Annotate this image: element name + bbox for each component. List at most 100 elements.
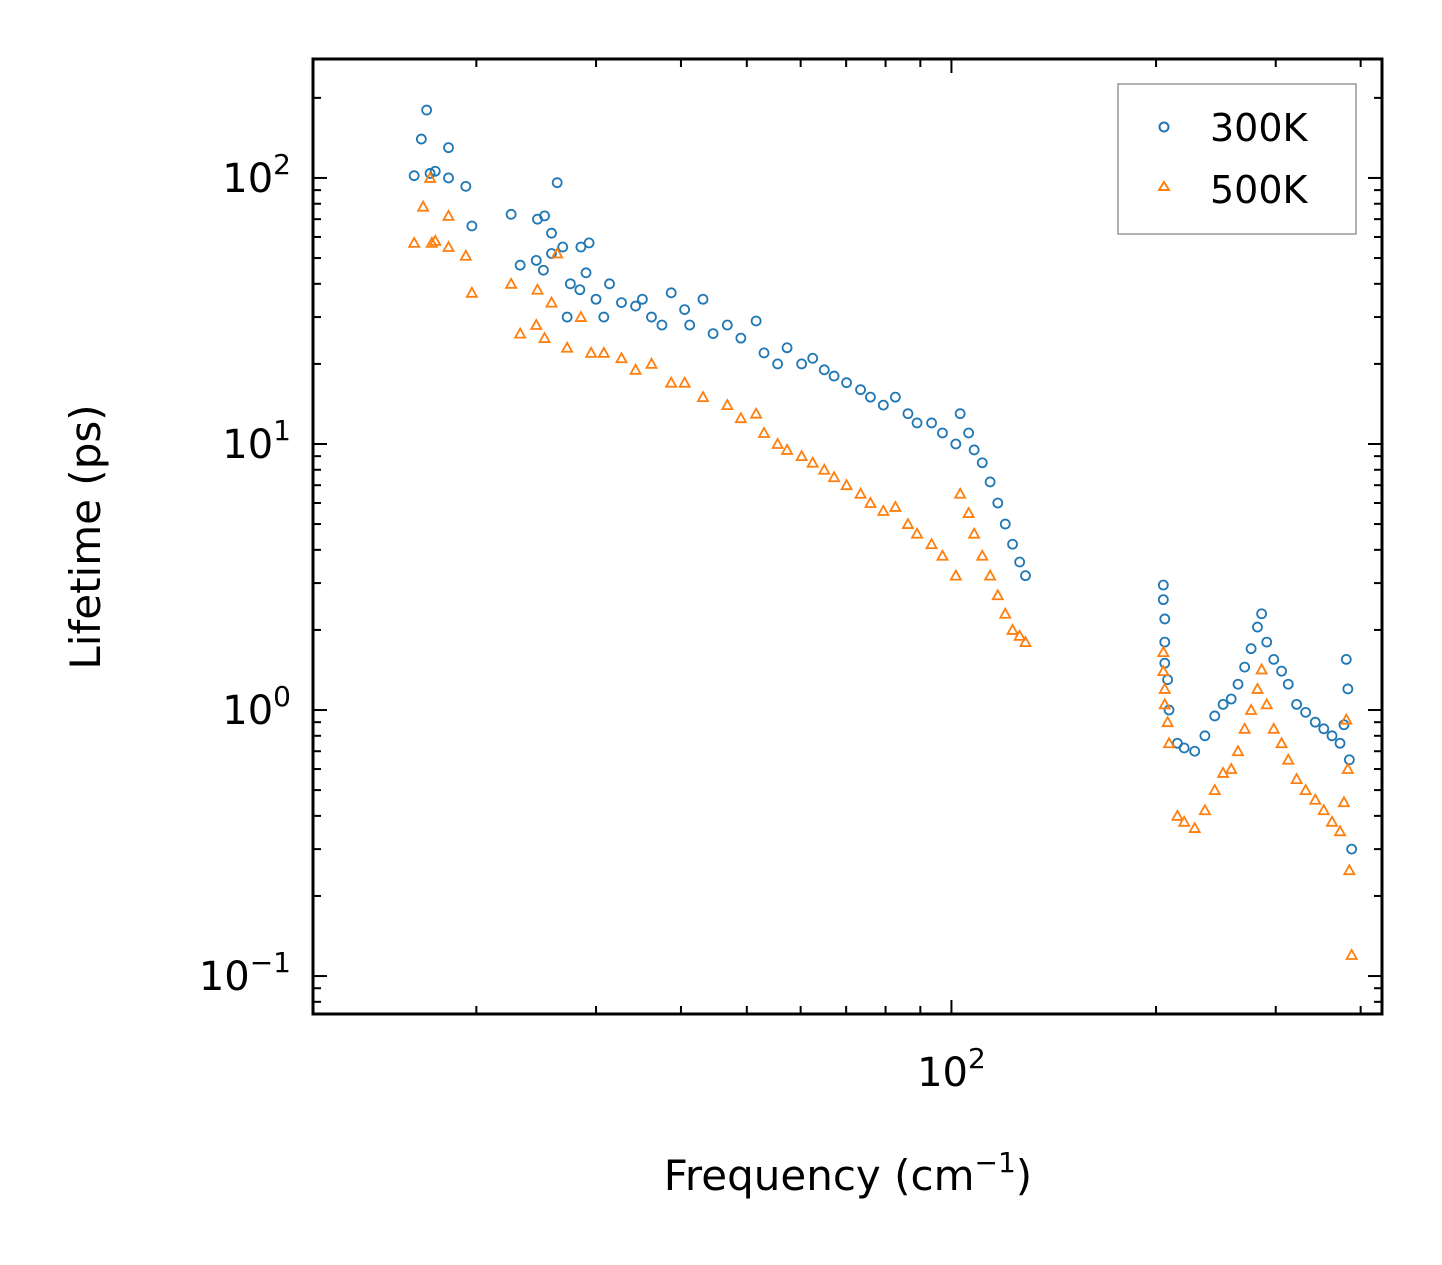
point-300k bbox=[424, 168, 436, 179]
point-300k bbox=[1343, 754, 1355, 766]
point-300k bbox=[1309, 716, 1321, 728]
x-axis-label-main: Frequency (cm bbox=[664, 1151, 975, 1200]
point-300k bbox=[1340, 653, 1352, 665]
point-500k bbox=[441, 209, 456, 221]
point-300k bbox=[646, 311, 657, 323]
point-500k bbox=[1341, 762, 1355, 774]
point-500k bbox=[863, 496, 877, 508]
point-300k bbox=[636, 293, 648, 305]
point-500k bbox=[1342, 863, 1356, 876]
point-300k bbox=[1318, 723, 1330, 735]
legend: 300K 500K bbox=[1117, 83, 1357, 235]
point-300k bbox=[1261, 636, 1273, 648]
point-500k bbox=[597, 346, 611, 358]
point-500k bbox=[1255, 662, 1269, 675]
point-300k bbox=[1157, 594, 1169, 606]
point-300k bbox=[580, 267, 592, 279]
point-500k bbox=[584, 346, 598, 358]
y-tick-label: 10−1 bbox=[199, 946, 291, 1000]
point-300k bbox=[1159, 636, 1171, 648]
point-500k bbox=[530, 282, 544, 295]
point-500k bbox=[1161, 715, 1175, 728]
point-500k bbox=[854, 486, 868, 499]
point-500k bbox=[1337, 795, 1351, 808]
point-500k bbox=[734, 411, 748, 424]
point-300k bbox=[460, 180, 472, 192]
point-500k bbox=[1281, 752, 1295, 765]
point-300k bbox=[950, 438, 962, 450]
legend-marker-300k bbox=[1158, 121, 1170, 133]
point-300k bbox=[968, 444, 980, 456]
point-300k bbox=[537, 264, 549, 276]
point-500k bbox=[910, 526, 924, 539]
point-300k bbox=[1199, 730, 1211, 742]
point-500k bbox=[1170, 809, 1184, 821]
point-300k bbox=[429, 165, 441, 177]
point-300k bbox=[1342, 683, 1354, 695]
point-300k bbox=[1252, 621, 1263, 633]
point-300k bbox=[598, 311, 610, 323]
point-300k bbox=[415, 133, 427, 145]
point-500k bbox=[1158, 697, 1172, 710]
point-300k bbox=[505, 208, 517, 220]
point-500k bbox=[1231, 744, 1245, 757]
point-300k bbox=[1189, 745, 1201, 757]
point-300k bbox=[1239, 661, 1251, 673]
point-500k bbox=[664, 375, 678, 388]
point-500k bbox=[441, 240, 456, 252]
point-300k bbox=[421, 104, 433, 116]
point-300k bbox=[1232, 678, 1244, 690]
point-300k bbox=[902, 408, 914, 420]
point-300k bbox=[583, 237, 595, 249]
point-300k bbox=[976, 457, 988, 469]
point-300k bbox=[574, 284, 586, 296]
point-300k bbox=[575, 241, 587, 253]
tick-labels: 102 101 100 10−1 102 bbox=[199, 148, 986, 1096]
point-300k bbox=[1268, 653, 1280, 665]
legend-box bbox=[1117, 83, 1357, 235]
point-500k bbox=[1156, 645, 1170, 658]
point-500k bbox=[1345, 948, 1359, 960]
point-300k bbox=[590, 293, 602, 305]
point-300k bbox=[551, 177, 563, 189]
point-300k bbox=[796, 358, 808, 370]
point-500k bbox=[991, 588, 1005, 601]
point-300k bbox=[992, 497, 1004, 509]
point-300k bbox=[1178, 742, 1190, 754]
point-300k bbox=[855, 384, 866, 396]
point-500k bbox=[407, 236, 421, 248]
x-axis-label-tail: ) bbox=[1016, 1151, 1032, 1200]
legend-marker-500k bbox=[1157, 180, 1171, 191]
point-300k bbox=[684, 319, 696, 331]
point-300k bbox=[865, 391, 876, 403]
series-300k bbox=[408, 104, 1358, 855]
point-300k bbox=[963, 427, 975, 439]
point-500k bbox=[901, 517, 915, 529]
point-300k bbox=[1217, 698, 1229, 710]
point-300k bbox=[564, 278, 576, 290]
point-300k bbox=[758, 347, 770, 359]
point-500k bbox=[1156, 664, 1170, 677]
point-500k bbox=[749, 406, 763, 419]
point-500k bbox=[876, 504, 890, 516]
point-500k bbox=[806, 455, 820, 468]
point-300k bbox=[818, 364, 830, 376]
point-300k bbox=[530, 254, 542, 266]
point-500k bbox=[1290, 772, 1304, 784]
point-300k bbox=[443, 142, 454, 154]
point-300k bbox=[1282, 678, 1294, 690]
point-300k bbox=[1291, 698, 1303, 710]
point-500k bbox=[949, 568, 963, 581]
point-300k bbox=[772, 358, 784, 370]
point-300k bbox=[735, 332, 747, 344]
point-300k bbox=[656, 319, 668, 331]
point-500k bbox=[1339, 712, 1353, 725]
plot-frame bbox=[311, 57, 1384, 1016]
point-500k bbox=[757, 426, 771, 438]
point-500k bbox=[423, 171, 437, 183]
point-500k bbox=[953, 486, 967, 499]
point-300k bbox=[1157, 579, 1169, 591]
point-500k bbox=[962, 506, 976, 518]
point-300k bbox=[1245, 643, 1257, 655]
